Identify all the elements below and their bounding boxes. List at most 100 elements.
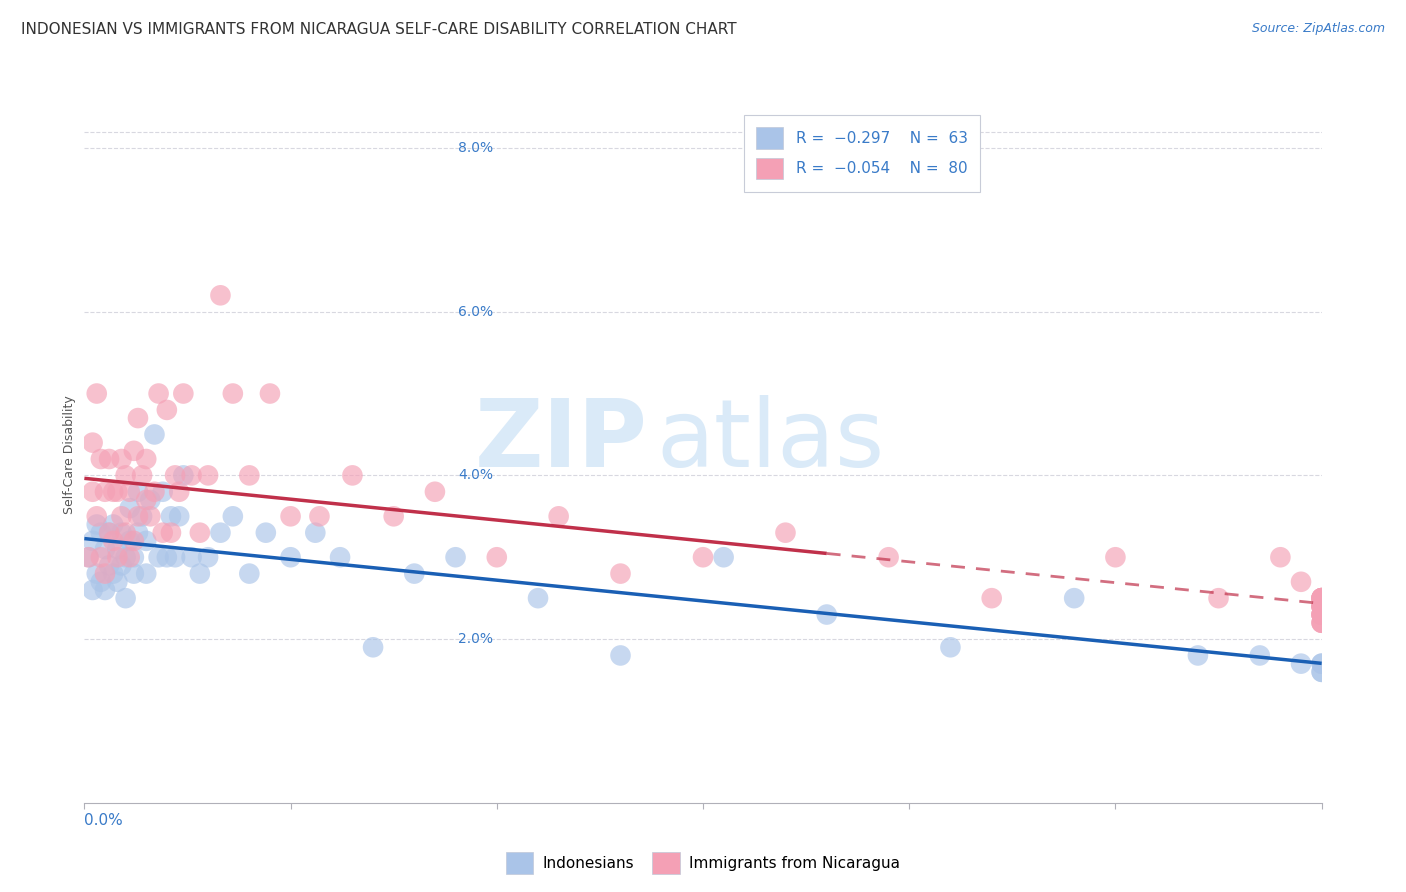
Point (122, 566, 145, 581)
Point (1310, 591, 1333, 606)
Point (118, 501, 141, 516)
Point (82, 533, 104, 548)
Point (280, 509, 302, 524)
Y-axis label: Self-Care Disability: Self-Care Disability (63, 395, 76, 515)
Point (1310, 607, 1333, 622)
Point (127, 525, 149, 540)
Point (1310, 615, 1333, 630)
Point (82, 484, 104, 499)
Point (280, 550, 302, 565)
Point (118, 533, 141, 548)
Point (1187, 648, 1209, 663)
Point (122, 443, 145, 458)
Point (77, 550, 100, 565)
Point (1289, 657, 1312, 671)
Point (103, 566, 125, 581)
Point (259, 386, 281, 401)
Point (127, 484, 149, 499)
Point (127, 509, 149, 524)
Point (86, 566, 108, 581)
Point (1310, 665, 1333, 679)
Point (1310, 657, 1333, 671)
Text: INDONESIAN VS IMMIGRANTS FROM NICARAGUA SELF-CARE DISABILITY CORRELATION CHART: INDONESIAN VS IMMIGRANTS FROM NICARAGUA … (21, 22, 737, 37)
Point (382, 509, 405, 524)
Point (1310, 591, 1333, 606)
Point (160, 525, 183, 540)
Point (172, 386, 194, 401)
Point (304, 525, 326, 540)
Text: 2.0%: 2.0% (458, 632, 494, 646)
Point (329, 550, 352, 565)
Point (1104, 550, 1126, 565)
Point (180, 550, 202, 565)
Point (131, 509, 153, 524)
Point (209, 288, 232, 302)
Point (1310, 599, 1333, 614)
Point (94, 582, 117, 597)
Point (103, 533, 125, 548)
Point (1310, 591, 1333, 606)
Point (1310, 657, 1333, 671)
Point (152, 484, 174, 499)
Legend: Indonesians, Immigrants from Nicaragua: Indonesians, Immigrants from Nicaragua (499, 846, 907, 880)
Point (105, 550, 128, 565)
Text: 8.0%: 8.0% (458, 141, 494, 155)
Point (547, 509, 569, 524)
Point (152, 525, 174, 540)
Point (94, 484, 117, 499)
Point (238, 566, 260, 581)
Point (127, 411, 149, 425)
Point (1310, 665, 1333, 679)
Point (775, 525, 797, 540)
Point (254, 525, 277, 540)
Point (143, 484, 166, 499)
Point (114, 468, 136, 483)
Point (110, 525, 132, 540)
Point (1310, 607, 1333, 622)
Point (167, 484, 190, 499)
Point (238, 468, 260, 483)
Point (114, 525, 136, 540)
Point (165, 550, 187, 565)
Point (98, 525, 121, 540)
Point (110, 509, 132, 524)
Point (86, 386, 108, 401)
Point (135, 566, 157, 581)
Point (82, 582, 104, 597)
Point (692, 550, 714, 565)
Point (143, 427, 166, 442)
Point (609, 648, 631, 663)
Point (197, 468, 219, 483)
Text: 6.0%: 6.0% (458, 305, 494, 318)
Point (1310, 607, 1333, 622)
Point (98, 525, 121, 540)
Point (1310, 599, 1333, 614)
Point (180, 468, 202, 483)
Point (94, 566, 117, 581)
Point (86, 517, 108, 532)
Point (94, 542, 117, 557)
Point (110, 558, 132, 573)
Legend: R =  −0.297    N =  63, R =  −0.054    N =  80: R = −0.297 N = 63, R = −0.054 N = 80 (744, 115, 980, 192)
Point (1249, 648, 1271, 663)
Point (713, 550, 735, 565)
Point (1310, 591, 1333, 606)
Point (122, 533, 145, 548)
Point (122, 550, 145, 565)
Point (90, 452, 112, 467)
Point (90, 574, 112, 589)
Point (1310, 591, 1333, 606)
Point (197, 550, 219, 565)
Point (98, 452, 121, 467)
Point (139, 492, 162, 507)
Point (1310, 607, 1333, 622)
Point (103, 517, 125, 532)
Point (167, 509, 190, 524)
Point (1310, 615, 1333, 630)
Point (1310, 599, 1333, 614)
Point (1310, 591, 1333, 606)
Point (222, 386, 245, 401)
Point (308, 509, 330, 524)
Point (222, 509, 245, 524)
Point (1270, 550, 1292, 565)
